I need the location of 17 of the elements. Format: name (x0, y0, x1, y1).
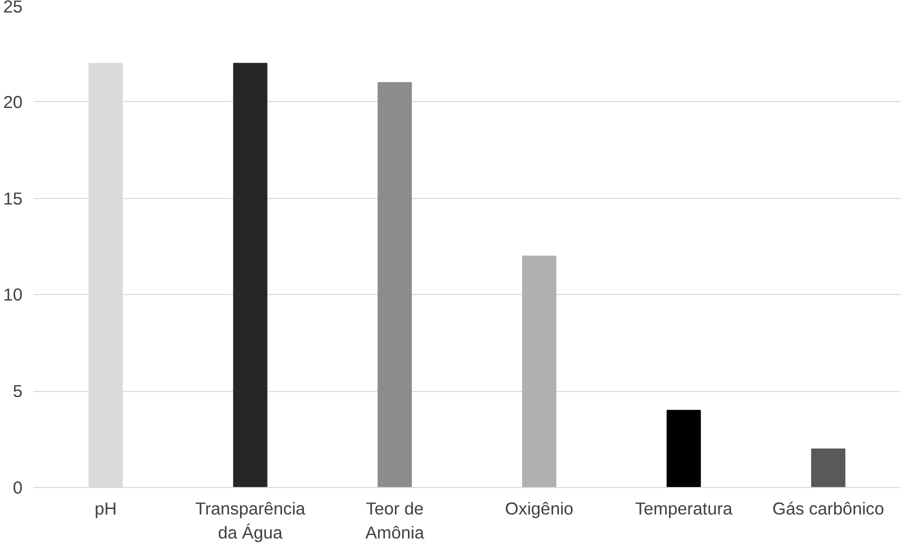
bar (378, 82, 412, 488)
y-tick-label: 15 (3, 188, 23, 208)
x-tick-label: Transparência da Água (195, 498, 306, 542)
y-tick-label: 5 (12, 381, 23, 402)
bar (522, 256, 556, 488)
y-tick-label: 10 (3, 284, 23, 305)
bar (811, 448, 846, 488)
bar (233, 62, 268, 488)
x-tick-label: pH (94, 498, 117, 518)
bar (666, 410, 701, 488)
y-tick-label: 25 (3, 0, 23, 16)
x-tick-label: Teor de Amônia (365, 498, 424, 542)
y-tick-label: 20 (3, 92, 23, 112)
y-tick-label: 0 (12, 478, 23, 498)
x-tick-label: Temperatura (635, 498, 733, 518)
x-tick-label: Gás carbônico (772, 498, 884, 518)
x-tick-label: Oxigênio (505, 498, 574, 518)
